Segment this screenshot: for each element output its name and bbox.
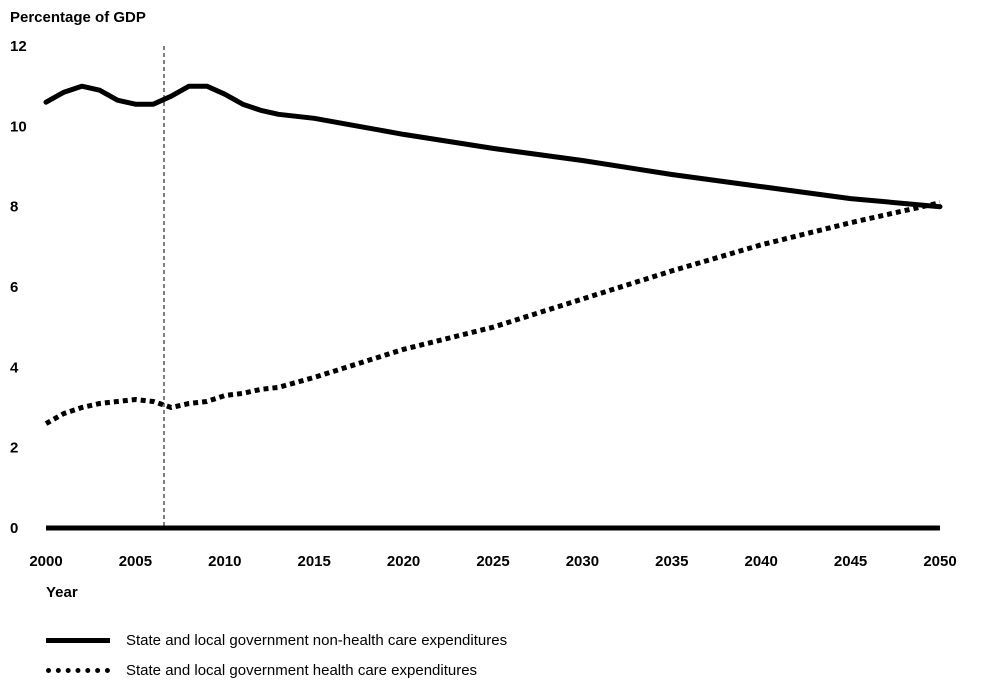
y-axis-title: Percentage of GDP: [10, 9, 146, 26]
series-line-health-care: [44, 200, 941, 426]
x-tick-label: 2035: [655, 553, 688, 570]
y-tick-label: 2: [10, 440, 18, 457]
y-tick-labels: 0 2 4 6 8 10 12: [10, 38, 27, 537]
legend-label-non-health: State and local government non-health ca…: [126, 631, 508, 649]
legend: State and local government non-health ca…: [46, 625, 507, 685]
legend-item-non-health: State and local government non-health ca…: [46, 625, 507, 655]
x-tick-label: 2045: [834, 553, 867, 570]
legend-swatch-dotted: [46, 667, 110, 673]
x-tick-label: 2010: [208, 553, 241, 570]
x-tick-label: 2005: [119, 553, 152, 570]
y-tick-label: 8: [10, 199, 18, 216]
legend-swatch-solid: [46, 637, 110, 643]
x-tick-label: 2050: [923, 553, 956, 570]
y-tick-label: 0: [10, 520, 18, 537]
series-line-non-health-care: [43, 83, 943, 210]
x-tick-label: 2030: [566, 553, 599, 570]
y-tick-label: 12: [10, 38, 27, 55]
y-tick-label: 6: [10, 279, 18, 296]
x-tick-label: 2020: [387, 553, 420, 570]
y-tick-label: 4: [10, 359, 19, 376]
legend-item-health: State and local government health care e…: [46, 655, 507, 685]
series-group: [43, 83, 943, 426]
y-tick-label: 10: [10, 118, 27, 135]
x-tick-label: 2015: [298, 553, 331, 570]
x-tick-label: 2040: [745, 553, 778, 570]
legend-label-health: State and local government health care e…: [126, 661, 478, 679]
x-tick-label: 2025: [476, 553, 509, 570]
x-axis-title: Year: [46, 584, 78, 601]
x-tick-label: 2000: [29, 553, 62, 570]
x-tick-labels: 2000 2005 2010 2015 2020 2025 2030 2035 2040 2045…: [29, 553, 956, 570]
line-chart: Percentage of GDP 0 2 4 6 8 10 12 2000 2005 2010…: [10, 9, 957, 601]
